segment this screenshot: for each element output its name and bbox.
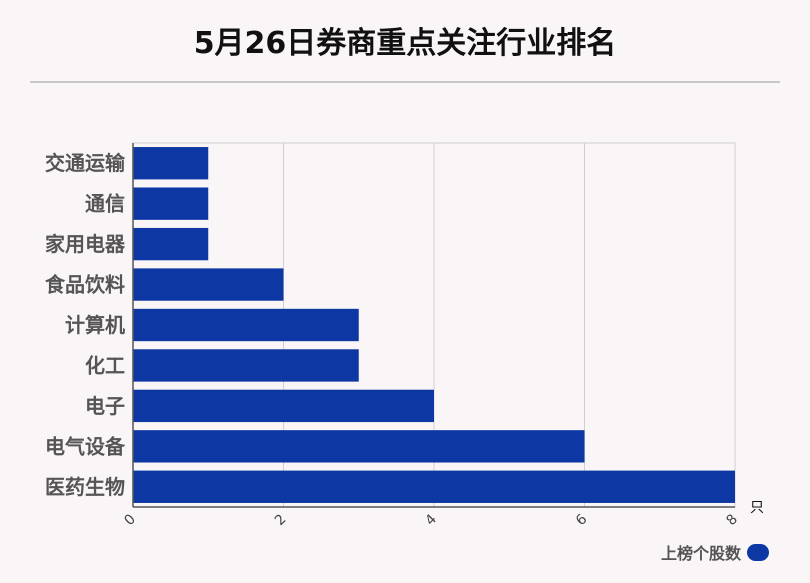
bar-3 xyxy=(133,268,284,301)
bar-7 xyxy=(133,430,585,463)
category-label-3: 食品饮料 xyxy=(45,273,125,297)
bar-4 xyxy=(133,308,359,342)
legend: 上榜个股数 xyxy=(661,540,769,564)
bar-2 xyxy=(133,227,209,261)
chart-title: 5月26日券商重点关注行业排名 xyxy=(193,26,617,61)
category-label-7: 电气设备 xyxy=(45,434,126,458)
category-label-5: 化工 xyxy=(85,353,125,377)
category-label-1: 通信 xyxy=(85,192,125,216)
x-tick-label-0: 0 xyxy=(121,511,139,529)
x-axis-unit: 只 xyxy=(750,500,764,516)
bar-1 xyxy=(133,187,209,220)
title-divider xyxy=(30,81,780,83)
category-label-2: 家用电器 xyxy=(45,232,126,256)
legend-swatch xyxy=(747,543,769,561)
bar-8 xyxy=(133,470,735,503)
x-tick-label-2: 4 xyxy=(422,511,440,529)
x-tick-label-1: 2 xyxy=(272,511,290,529)
x-tick-label-3: 6 xyxy=(573,511,591,529)
bar-6 xyxy=(133,389,434,423)
bar-5 xyxy=(133,349,359,382)
category-label-4: 计算机 xyxy=(65,313,125,337)
category-label-8: 医药生物 xyxy=(45,475,125,499)
category-label-6: 电子 xyxy=(85,394,125,418)
category-label-0: 交通运输 xyxy=(45,151,126,175)
legend-label: 上榜个股数 xyxy=(660,544,741,563)
x-tick-label-4: 8 xyxy=(723,511,741,529)
bar-0 xyxy=(133,147,209,180)
